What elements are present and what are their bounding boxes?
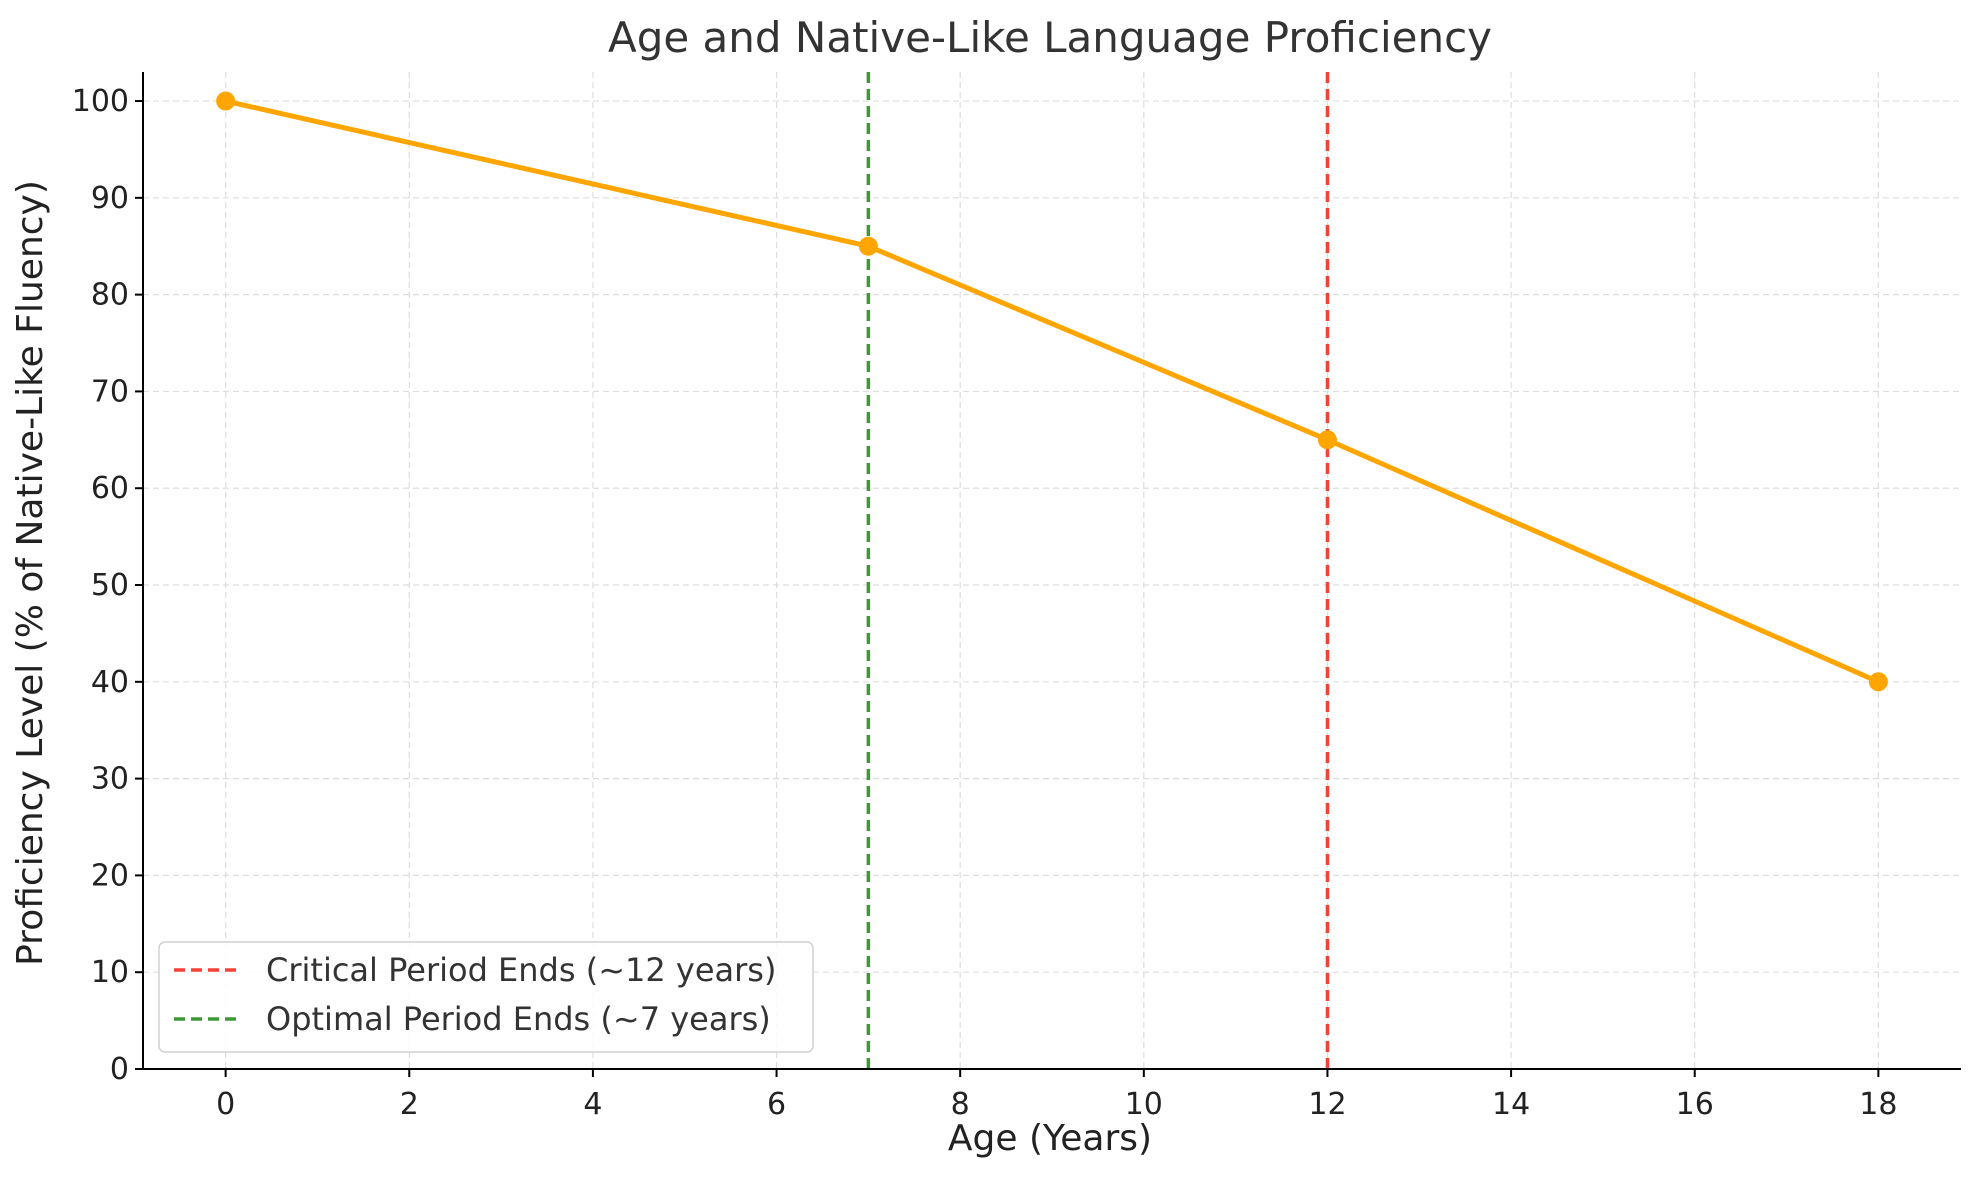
data-point xyxy=(216,91,236,111)
legend-label-critical: Critical Period Ends (~12 years) xyxy=(266,951,776,989)
x-axis-ticks: 0 2 4 6 8 10 12 14 16 18 xyxy=(216,1069,1897,1122)
y-tick-label: 10 xyxy=(91,955,129,990)
axes xyxy=(142,72,1961,1070)
x-tick-label: 4 xyxy=(583,1087,602,1122)
x-axis-title: Age (Years) xyxy=(948,1118,1152,1159)
y-tick-label: 40 xyxy=(91,665,129,700)
x-tick-label: 16 xyxy=(1676,1087,1714,1122)
x-tick-label: 10 xyxy=(1125,1087,1163,1122)
series-line xyxy=(225,98,1880,685)
x-tick-label: 14 xyxy=(1492,1087,1530,1122)
reference-lines xyxy=(866,72,1330,1069)
x-tick-label: 2 xyxy=(400,1087,419,1122)
legend-box xyxy=(158,941,814,1053)
data-point xyxy=(1317,430,1337,450)
legend-label-optimal: Optimal Period Ends (~7 years) xyxy=(266,1000,771,1038)
x-tick-label: 8 xyxy=(951,1087,970,1122)
y-tick-label: 70 xyxy=(91,374,129,409)
legend: Critical Period Ends (~12 years) Optimal… xyxy=(158,941,814,1053)
y-tick-label: 100 xyxy=(72,84,129,119)
x-tick-label: 6 xyxy=(767,1087,786,1122)
data-series xyxy=(216,91,1888,692)
y-axis-title: Proficiency Level (% of Native-Like Flue… xyxy=(10,180,51,966)
y-tick-label: 0 xyxy=(110,1052,129,1087)
x-tick-label: 18 xyxy=(1859,1087,1897,1122)
data-point xyxy=(858,236,878,256)
y-tick-label: 90 xyxy=(91,181,129,216)
y-tick-label: 50 xyxy=(91,568,129,603)
x-tick-label: 0 xyxy=(216,1087,235,1122)
y-axis-ticks: 0 10 20 30 40 50 60 70 80 90 100 xyxy=(72,84,143,1087)
y-tick-label: 20 xyxy=(91,858,129,893)
y-tick-label: 80 xyxy=(91,278,129,313)
y-tick-label: 60 xyxy=(91,471,129,506)
y-tick-label: 30 xyxy=(91,762,129,797)
x-tick-label: 12 xyxy=(1308,1087,1346,1122)
data-point xyxy=(1868,672,1888,692)
chart-title: Age and Native-Like Language Proficiency xyxy=(608,13,1492,62)
